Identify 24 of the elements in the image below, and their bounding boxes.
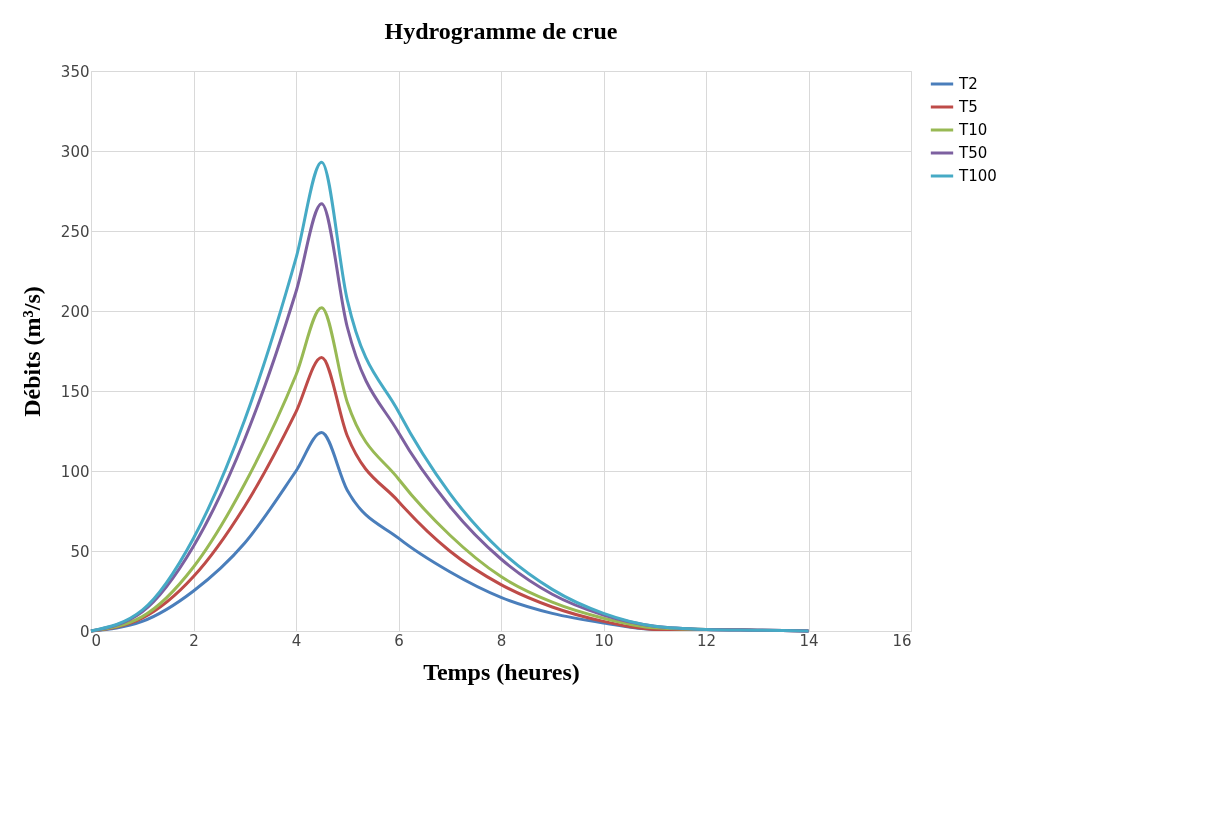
y-tick-label: 150 [60,382,90,401]
x-tick-label: 4 [291,631,302,650]
x-tick-label: 14 [799,631,819,650]
legend-label: T2 [958,75,978,93]
y-tick-label: 250 [60,222,90,241]
y-tick-label: 350 [60,62,90,81]
x-tick-label: 12 [696,631,717,650]
y-tick-label: 50 [70,542,90,561]
y-tick-label: 100 [60,462,90,481]
chart-title: Hydrogramme de crue [384,18,618,44]
legend-label: T10 [958,121,988,139]
x-tick-label: 10 [594,631,614,650]
y-axis-title: Débits (m³/s) [18,286,45,417]
x-tick-label: 2 [189,631,199,650]
y-tick-label: 300 [60,142,90,161]
x-tick-label: 0 [91,631,102,650]
x-tick-label: 8 [496,631,507,650]
legend-label: T100 [958,167,997,185]
legend-label: T5 [958,98,978,116]
x-tick-label: 16 [892,631,912,650]
x-tick-label: 6 [394,631,404,650]
x-axis-title: Temps (heures) [423,658,580,685]
y-tick-label: 200 [60,302,90,321]
legend-label: T50 [958,144,988,162]
